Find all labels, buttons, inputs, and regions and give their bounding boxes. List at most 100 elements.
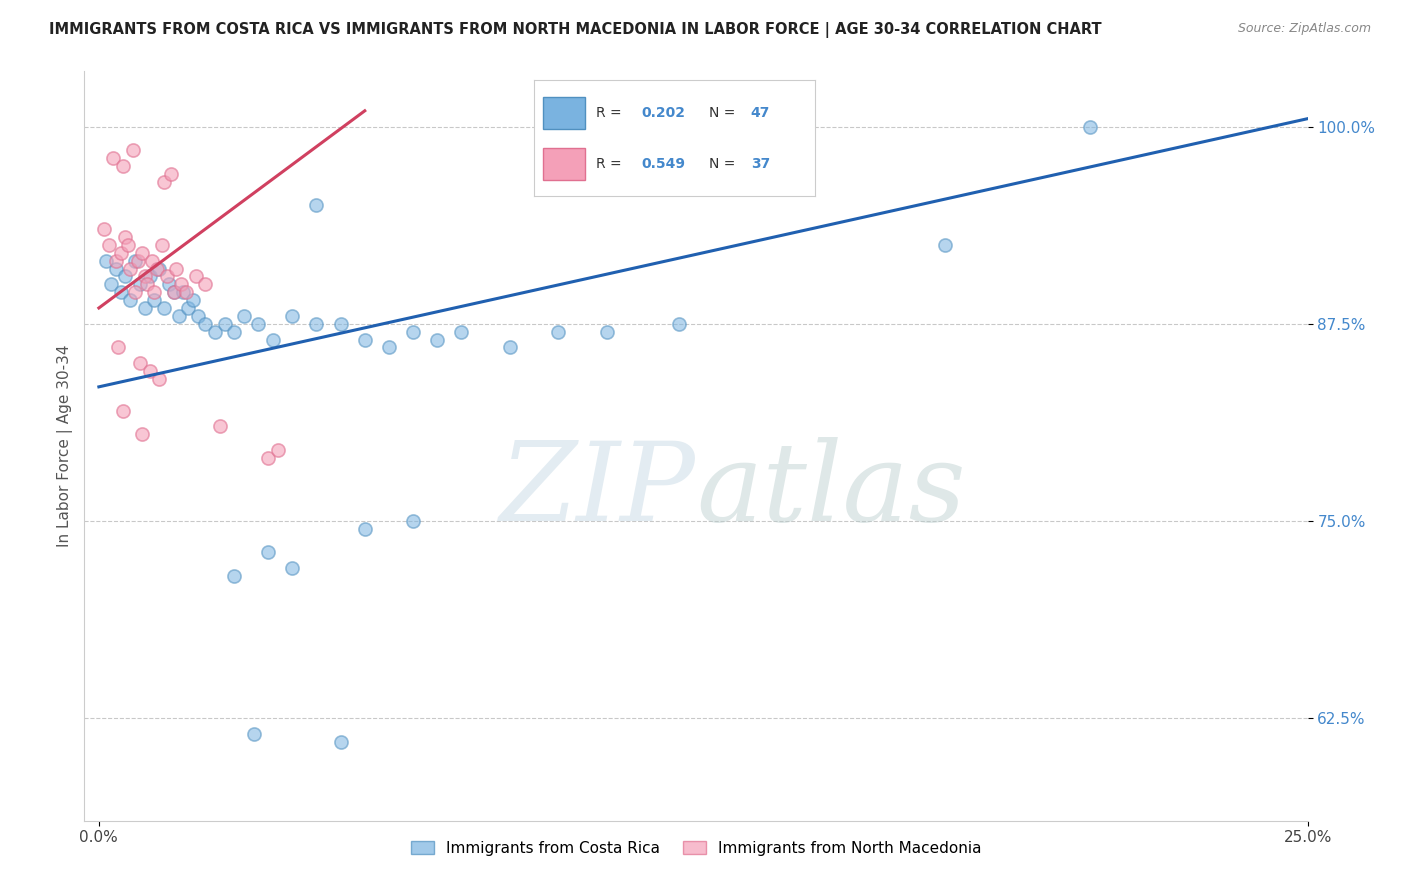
- Point: [426, 333, 449, 347]
- Point: [121, 143, 143, 157]
- Point: [177, 301, 200, 315]
- Point: [157, 277, 180, 292]
- Point: [194, 317, 217, 331]
- Point: [163, 285, 186, 300]
- Point: [194, 277, 217, 292]
- Point: [281, 309, 304, 323]
- Point: [153, 301, 176, 315]
- Point: [153, 175, 176, 189]
- Point: [242, 727, 264, 741]
- Point: [1078, 120, 1101, 134]
- Point: [668, 317, 690, 331]
- Point: [232, 309, 254, 323]
- Text: ZIP: ZIP: [501, 437, 696, 545]
- Point: [148, 372, 170, 386]
- Text: 0.549: 0.549: [641, 157, 685, 170]
- Text: 0.202: 0.202: [641, 106, 685, 120]
- Point: [138, 364, 160, 378]
- Point: [138, 269, 160, 284]
- Point: [378, 340, 401, 354]
- Text: 47: 47: [751, 106, 770, 120]
- Point: [143, 285, 166, 300]
- Point: [257, 545, 280, 559]
- Point: [247, 317, 270, 331]
- Point: [329, 735, 352, 749]
- Legend: Immigrants from Costa Rica, Immigrants from North Macedonia: Immigrants from Costa Rica, Immigrants f…: [405, 834, 987, 862]
- FancyBboxPatch shape: [543, 147, 585, 180]
- Point: [160, 167, 183, 181]
- Point: [141, 253, 163, 268]
- Point: [114, 269, 136, 284]
- Point: [124, 285, 146, 300]
- Point: [146, 261, 169, 276]
- Text: N =: N =: [709, 157, 740, 170]
- Point: [117, 238, 139, 252]
- Point: [305, 198, 328, 212]
- Point: [181, 293, 204, 307]
- Point: [224, 569, 246, 583]
- Point: [204, 325, 226, 339]
- Text: 37: 37: [751, 157, 770, 170]
- Point: [127, 253, 149, 268]
- Point: [934, 238, 956, 252]
- Point: [110, 285, 132, 300]
- Point: [165, 261, 187, 276]
- Text: R =: R =: [596, 106, 626, 120]
- Point: [257, 450, 280, 465]
- Point: [131, 245, 153, 260]
- Point: [110, 245, 132, 260]
- Point: [329, 317, 352, 331]
- Point: [450, 325, 472, 339]
- Point: [167, 309, 190, 323]
- Point: [94, 253, 117, 268]
- Point: [187, 309, 209, 323]
- Point: [353, 333, 375, 347]
- Point: [208, 419, 231, 434]
- Point: [170, 277, 193, 292]
- Text: N =: N =: [709, 106, 740, 120]
- Point: [402, 325, 425, 339]
- Point: [148, 261, 170, 276]
- Point: [129, 356, 152, 370]
- Point: [172, 285, 194, 300]
- Point: [155, 269, 177, 284]
- Point: [595, 325, 617, 339]
- Point: [134, 301, 156, 315]
- Point: [402, 514, 425, 528]
- Point: [499, 340, 522, 354]
- Point: [150, 238, 173, 252]
- Point: [305, 317, 328, 331]
- Point: [353, 522, 375, 536]
- Text: atlas: atlas: [696, 437, 966, 545]
- Point: [97, 238, 120, 252]
- FancyBboxPatch shape: [543, 96, 585, 129]
- Point: [120, 293, 142, 307]
- Point: [131, 427, 153, 442]
- Text: IMMIGRANTS FROM COSTA RICA VS IMMIGRANTS FROM NORTH MACEDONIA IN LABOR FORCE | A: IMMIGRANTS FROM COSTA RICA VS IMMIGRANTS…: [49, 22, 1102, 38]
- Point: [103, 151, 125, 165]
- Point: [129, 277, 152, 292]
- Point: [93, 222, 115, 236]
- Text: R =: R =: [596, 157, 626, 170]
- Point: [107, 340, 129, 354]
- Point: [136, 277, 159, 292]
- Point: [120, 261, 142, 276]
- Point: [112, 403, 135, 417]
- Point: [184, 269, 207, 284]
- Point: [547, 325, 569, 339]
- Point: [112, 159, 135, 173]
- Point: [281, 561, 304, 575]
- Point: [262, 333, 284, 347]
- Point: [143, 293, 166, 307]
- Point: [224, 325, 246, 339]
- Point: [134, 269, 156, 284]
- Point: [163, 285, 186, 300]
- Text: Source: ZipAtlas.com: Source: ZipAtlas.com: [1237, 22, 1371, 36]
- Point: [100, 277, 122, 292]
- Point: [104, 261, 127, 276]
- Point: [124, 253, 146, 268]
- Point: [214, 317, 236, 331]
- Point: [174, 285, 197, 300]
- Y-axis label: In Labor Force | Age 30-34: In Labor Force | Age 30-34: [58, 344, 73, 548]
- Point: [114, 230, 136, 244]
